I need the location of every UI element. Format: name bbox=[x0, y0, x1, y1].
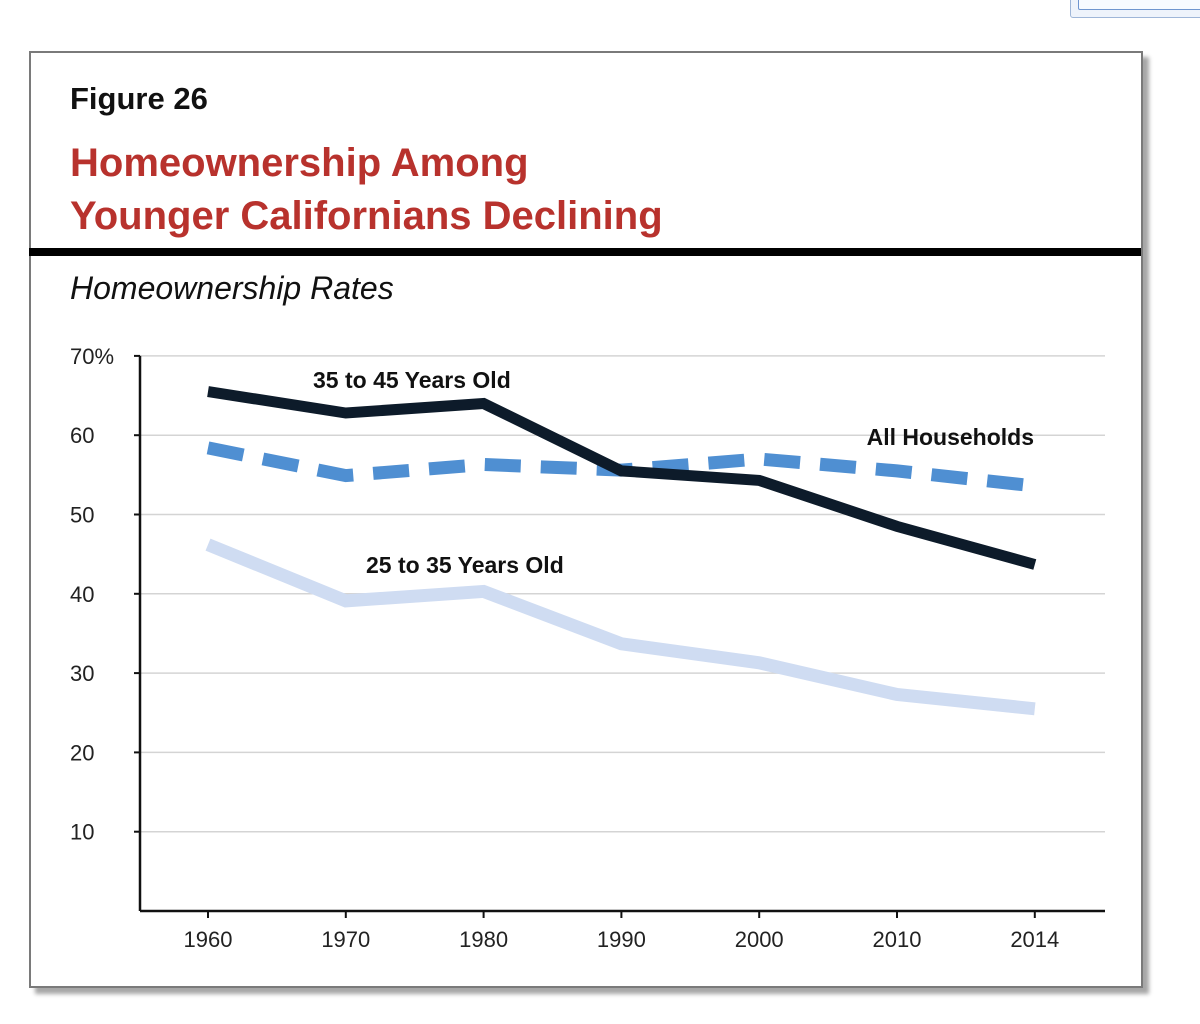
x-tick-label-1970: 1970 bbox=[321, 927, 370, 952]
y-tick-label-30: 30 bbox=[70, 661, 94, 686]
x-tick-label-1990: 1990 bbox=[597, 927, 646, 952]
y-tick-label-20: 20 bbox=[70, 740, 94, 765]
y-axis-ticks: 10 20 30 40 50 60 70% bbox=[70, 344, 140, 845]
y-tick-label-50: 50 bbox=[70, 503, 94, 528]
series-line-series-25-35 bbox=[205, 538, 1036, 716]
x-tick-label-1960: 1960 bbox=[184, 927, 233, 952]
y-tick-label-60: 60 bbox=[70, 423, 94, 448]
x-tick-label-1980: 1980 bbox=[459, 927, 508, 952]
series-lines bbox=[205, 386, 1037, 716]
axes bbox=[138, 355, 1105, 913]
figure-title-line-1: Homeownership Among bbox=[70, 141, 529, 185]
grid-lines bbox=[140, 355, 1105, 833]
figure-title-line-2: Younger Californians Declining bbox=[70, 194, 663, 238]
series-label-series-35-45: 35 to 45 Years Old bbox=[313, 367, 511, 393]
x-tick-label-2000: 2000 bbox=[735, 927, 784, 952]
y-tick-label-40: 40 bbox=[70, 582, 94, 607]
y-tick-label-70: 70% bbox=[70, 344, 114, 369]
chart-subtitle: Homeownership Rates bbox=[70, 270, 394, 306]
series-label-series-25-35: 25 to 35 Years Old bbox=[366, 552, 564, 578]
y-tick-label-10: 10 bbox=[70, 820, 94, 845]
x-tick-label-2014: 2014 bbox=[1010, 927, 1059, 952]
x-tick-label-2010: 2010 bbox=[873, 927, 922, 952]
series-labels: 35 to 45 Years Old All Households 25 to 35… bbox=[313, 367, 1034, 578]
series-line-series-35-45 bbox=[207, 386, 1037, 570]
x-axis-ticks: 1960 1970 1980 1990 2000 2010 2014 bbox=[184, 911, 1059, 952]
title-divider bbox=[29, 248, 1141, 256]
series-label-series-all: All Households bbox=[867, 424, 1034, 450]
figure-title: Homeownership Among Younger Californians… bbox=[70, 137, 663, 243]
window-control-fragment-inner bbox=[1078, 0, 1200, 10]
figure-number: Figure 26 bbox=[70, 81, 208, 116]
